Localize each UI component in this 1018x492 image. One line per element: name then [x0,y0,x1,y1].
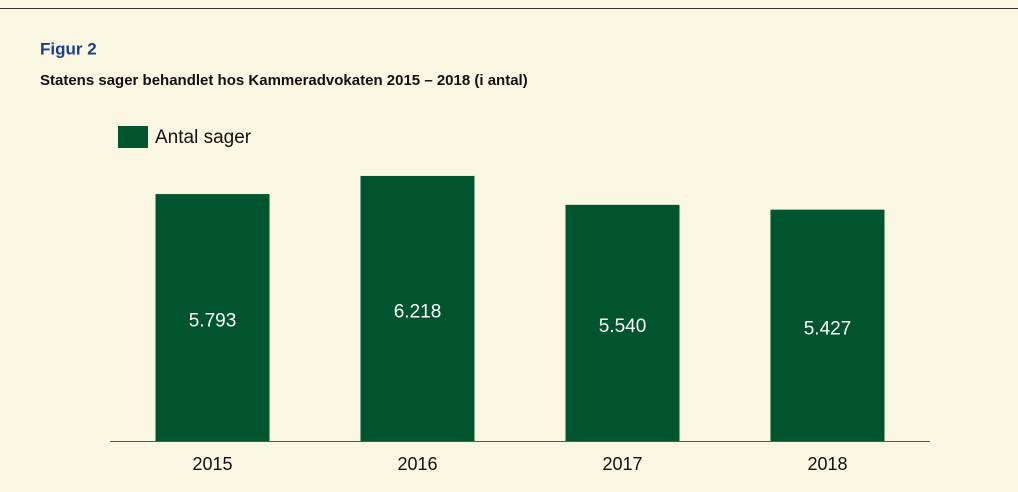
bar [770,209,885,441]
x-tick-label: 2016 [397,454,437,474]
value-label: 5.540 [599,316,647,337]
x-tick-label: 2015 [192,454,232,474]
chart-subtitle: Statens sager behandlet hos Kammeradvoka… [40,72,528,89]
x-tick-label: 2017 [602,454,642,474]
x-tick-label: 2018 [807,454,847,474]
value-label: 6.218 [394,301,442,322]
bar [155,194,270,441]
value-label: 5.427 [804,318,852,339]
chart-title: Figur 2 [40,39,97,58]
legend-swatch [118,126,148,148]
value-label: 5.793 [189,311,237,332]
bar [565,204,680,441]
bar [360,175,475,441]
legend-label: Antal sager [155,127,252,148]
